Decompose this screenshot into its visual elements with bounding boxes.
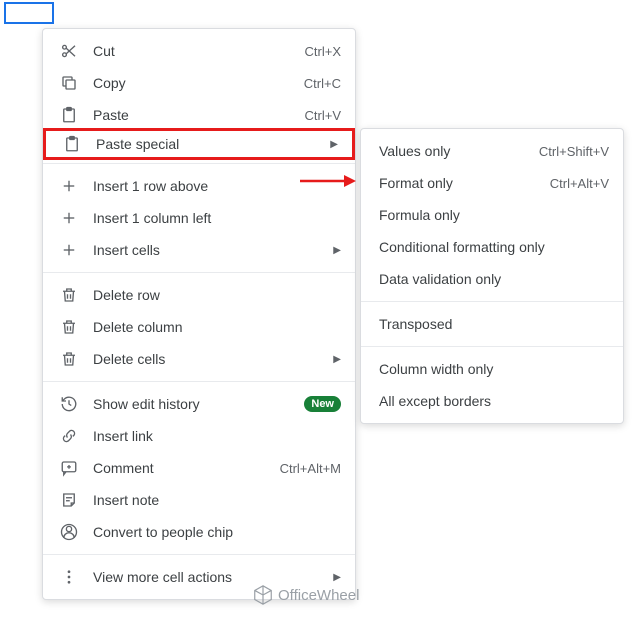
cut-icon	[59, 41, 79, 61]
menu-item-label: Delete column	[93, 319, 341, 335]
menu-item-label: Delete cells	[93, 351, 325, 367]
submenu-arrow-icon: ▶	[333, 354, 341, 365]
new-badge: New	[304, 396, 341, 412]
menu-item-transposed[interactable]: Transposed	[361, 308, 623, 340]
menu-item-conditional-formatting-only[interactable]: Conditional formatting only	[361, 231, 623, 263]
menu-divider	[361, 301, 623, 302]
menu-item-label: Copy	[93, 75, 304, 91]
more-icon	[59, 567, 79, 587]
menu-divider	[43, 272, 355, 273]
plus-icon	[59, 176, 79, 196]
menu-item-delete-row[interactable]: Delete row	[43, 279, 355, 311]
submenu-arrow-icon: ▶	[333, 245, 341, 256]
paste-special-icon	[62, 134, 82, 154]
menu-item-label: Delete row	[93, 287, 341, 303]
menu-item-insert-1-column-left[interactable]: Insert 1 column left	[43, 202, 355, 234]
menu-item-label: Format only	[379, 175, 550, 191]
menu-item-delete-cells[interactable]: Delete cells ▶	[43, 343, 355, 375]
plus-icon	[59, 208, 79, 228]
trash-icon	[59, 349, 79, 369]
submenu-arrow-icon: ▶	[333, 572, 341, 583]
history-icon	[59, 394, 79, 414]
menu-shortcut: Ctrl+Shift+V	[539, 144, 609, 159]
menu-item-paste-special[interactable]: Paste special ▶	[43, 128, 355, 160]
paste-icon	[59, 105, 79, 125]
menu-item-label: Conditional formatting only	[379, 239, 609, 255]
menu-item-label: Comment	[93, 460, 280, 476]
menu-item-copy[interactable]: CopyCtrl+C	[43, 67, 355, 99]
menu-item-label: Insert link	[93, 428, 341, 444]
menu-shortcut: Ctrl+Alt+V	[550, 176, 609, 191]
menu-item-insert-cells[interactable]: Insert cells ▶	[43, 234, 355, 266]
selected-cell[interactable]	[4, 2, 54, 24]
menu-item-label: Insert cells	[93, 242, 325, 258]
submenu-arrow-icon: ▶	[330, 139, 338, 150]
menu-item-show-edit-history[interactable]: Show edit historyNew	[43, 388, 355, 420]
menu-item-comment[interactable]: CommentCtrl+Alt+M	[43, 452, 355, 484]
menu-shortcut: Ctrl+V	[305, 108, 341, 123]
link-icon	[59, 426, 79, 446]
menu-item-label: Paste special	[96, 136, 322, 152]
menu-item-values-only[interactable]: Values onlyCtrl+Shift+V	[361, 135, 623, 167]
menu-divider	[43, 554, 355, 555]
menu-item-format-only[interactable]: Format onlyCtrl+Alt+V	[361, 167, 623, 199]
menu-item-column-width-only[interactable]: Column width only	[361, 353, 623, 385]
menu-item-label: Data validation only	[379, 271, 609, 287]
menu-item-label: All except borders	[379, 393, 609, 409]
menu-item-label: Values only	[379, 143, 539, 159]
menu-item-data-validation-only[interactable]: Data validation only	[361, 263, 623, 295]
menu-item-label: Convert to people chip	[93, 524, 341, 540]
menu-divider	[361, 346, 623, 347]
menu-item-label: Insert note	[93, 492, 341, 508]
paste-special-submenu: Values onlyCtrl+Shift+VFormat onlyCtrl+A…	[360, 128, 624, 424]
menu-item-formula-only[interactable]: Formula only	[361, 199, 623, 231]
menu-shortcut: Ctrl+Alt+M	[280, 461, 341, 476]
note-icon	[59, 490, 79, 510]
menu-item-convert-to-people-chip[interactable]: Convert to people chip	[43, 516, 355, 548]
menu-item-label: Formula only	[379, 207, 609, 223]
menu-item-paste[interactable]: PasteCtrl+V	[43, 99, 355, 131]
annotation-arrow	[300, 174, 356, 188]
menu-item-label: Transposed	[379, 316, 609, 332]
menu-item-cut[interactable]: CutCtrl+X	[43, 35, 355, 67]
context-menu: CutCtrl+XCopyCtrl+CPasteCtrl+VPaste spec…	[42, 28, 356, 600]
menu-shortcut: Ctrl+X	[305, 44, 341, 59]
menu-item-view-more-cell-actions[interactable]: View more cell actions ▶	[43, 561, 355, 593]
copy-icon	[59, 73, 79, 93]
plus-icon	[59, 240, 79, 260]
menu-item-label: Column width only	[379, 361, 609, 377]
menu-item-all-except-borders[interactable]: All except borders	[361, 385, 623, 417]
people-icon	[59, 522, 79, 542]
menu-item-delete-column[interactable]: Delete column	[43, 311, 355, 343]
menu-item-label: View more cell actions	[93, 569, 325, 585]
menu-divider	[43, 163, 355, 164]
menu-divider	[43, 381, 355, 382]
menu-item-label: Insert 1 column left	[93, 210, 341, 226]
menu-item-label: Paste	[93, 107, 305, 123]
menu-item-insert-note[interactable]: Insert note	[43, 484, 355, 516]
menu-item-label: Show edit history	[93, 396, 304, 412]
menu-item-label: Cut	[93, 43, 305, 59]
trash-icon	[59, 285, 79, 305]
trash-icon	[59, 317, 79, 337]
menu-shortcut: Ctrl+C	[304, 76, 341, 91]
menu-item-insert-link[interactable]: Insert link	[43, 420, 355, 452]
comment-icon	[59, 458, 79, 478]
